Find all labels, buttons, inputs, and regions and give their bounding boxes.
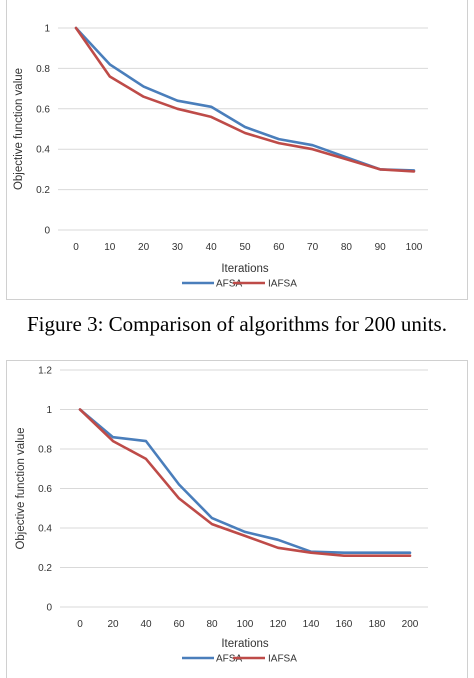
line-chart-top: 00.20.40.60.810 10 20 30 40 50 60 70 80 90 100Iter… [13,24,428,290]
y-tick-label: 0.8 [38,445,52,456]
x-tick-label: 120 [270,619,287,630]
y-tick-label: 0 [44,226,50,237]
x-tick-label: 60 [273,242,285,253]
x-tick-label: 40 [140,619,152,630]
x-tick-label: 60 [173,619,185,630]
x-tick-label: 40 [206,242,218,253]
x-tick-label: 50 [239,242,251,253]
y-tick-label: 0.2 [38,563,52,574]
y-tick-label: 1 [44,24,50,35]
legend-label-iafsa: IAFSA [268,654,297,665]
x-tick-label: 90 [375,242,387,253]
legend-label-afsa: AFSA [216,279,242,290]
chart-panel-bottom: 0 0.2 0.4 0.6 0.8 1 1.2 0 20 40 60 80 100 120 140 160 18… [0,360,474,678]
y-tick-label: 0.8 [36,64,50,75]
x-tick-label: 30 [172,242,184,253]
series-line-afsa [78,408,412,554]
y-axis-label: Objective function value [15,427,27,549]
x-axis-label: Iterations [221,263,269,275]
x-tick-label: 0 [77,619,83,630]
y-tick-label: 0.4 [36,145,50,156]
x-tick-label: 10 [104,242,116,253]
x-tick-label: 140 [303,619,320,630]
y-tick-label: 0.6 [36,104,50,115]
x-axis-label: Iterations [221,638,269,650]
x-tick-label: 0 [73,242,79,253]
chart-panel-top: 0 0.2 0.4 0.6 0.8 1 0 10 20 30 40 50 60 70 80 90 100 Iter… [0,0,474,300]
legend-label-afsa: AFSA [216,654,242,665]
series-line-iafsa [78,408,412,557]
x-tick-label: 70 [307,242,319,253]
chart-frame-top [6,0,468,300]
x-tick-label: 80 [206,619,218,630]
y-tick-label: 1.2 [38,366,52,377]
y-tick-label: 0 [46,603,52,614]
x-tick-label: 100 [406,242,423,253]
x-tick-label: 160 [336,619,353,630]
x-tick-label: 200 [402,619,419,630]
x-tick-label: 180 [369,619,386,630]
y-tick-label: 0.2 [36,185,50,196]
figure-caption: Figure 3: Comparison of algorithms for 2… [27,312,447,336]
series-line-iafsa [74,26,416,173]
legend-label-iafsa: IAFSA [268,279,297,290]
x-tick-label: 20 [138,242,150,253]
y-tick-label: 0.6 [38,484,52,495]
x-tick-label: 80 [341,242,353,253]
y-tick-label: 1 [46,405,52,416]
x-tick-label: 20 [107,619,119,630]
x-tick-label: 100 [237,619,254,630]
line-chart-bottom: 0 0.2 0.4 0.6 0.8 1 1.2 0 20 40 60 80 100 120 140 160 18… [15,366,428,665]
y-axis-label: Objective function value [13,68,25,190]
y-tick-label: 0.4 [38,524,52,535]
